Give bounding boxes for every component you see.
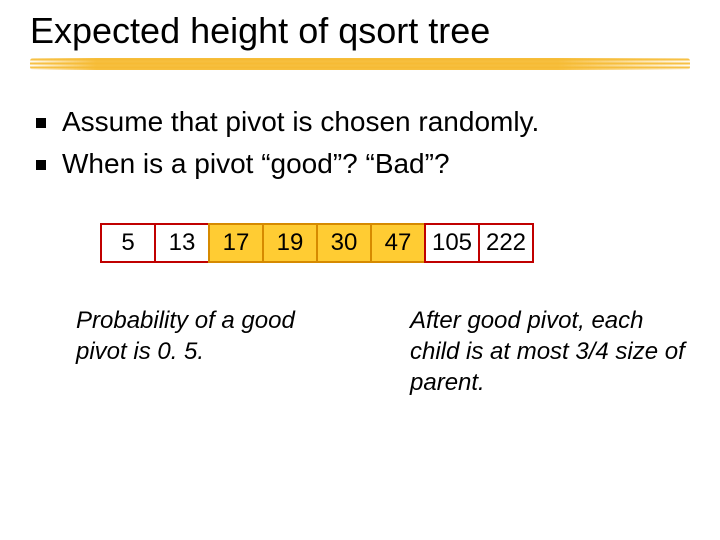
- slide-title: Expected height of qsort tree: [30, 10, 690, 52]
- bullet-item: Assume that pivot is chosen randomly.: [36, 104, 690, 140]
- array-cell: 5: [100, 223, 156, 263]
- bullet-item: When is a pivot “good”? “Bad”?: [36, 146, 690, 182]
- array-row: 5 13 17 19 30 47 105 222: [100, 223, 690, 263]
- array-cell: 19: [262, 223, 318, 263]
- note-left: Probability of a good pivot is 0. 5.: [76, 305, 350, 399]
- array-cell: 47: [370, 223, 426, 263]
- array-cell: 13: [154, 223, 210, 263]
- array-cell: 30: [316, 223, 372, 263]
- array-cell: 17: [208, 223, 264, 263]
- notes-row: Probability of a good pivot is 0. 5. Aft…: [76, 305, 690, 399]
- title-underline: [30, 58, 690, 70]
- bullet-list: Assume that pivot is chosen randomly. Wh…: [36, 104, 690, 183]
- array-cell: 222: [478, 223, 534, 263]
- array-cell: 105: [424, 223, 480, 263]
- note-right: After good pivot, each child is at most …: [410, 305, 690, 399]
